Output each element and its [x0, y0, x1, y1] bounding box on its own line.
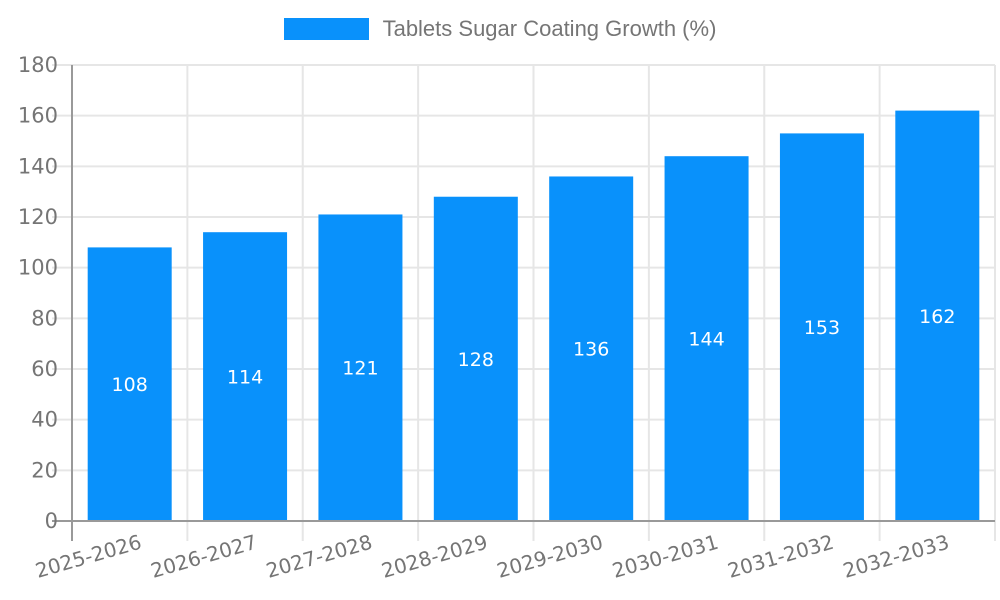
- x-tick-label: 2029-2030: [494, 530, 605, 583]
- y-tick-label: 180: [18, 53, 58, 77]
- legend-swatch: [283, 18, 369, 40]
- x-tick-label: 2032-2033: [840, 530, 951, 583]
- legend-label: Tablets Sugar Coating Growth (%): [382, 16, 717, 41]
- bar: [318, 214, 403, 521]
- bar-value-label: 153: [804, 317, 840, 339]
- bar: [203, 232, 288, 521]
- y-tick-label: 160: [18, 104, 58, 128]
- bar: [87, 247, 172, 521]
- y-tick-label: 80: [31, 306, 58, 330]
- y-tick-label: 140: [18, 154, 58, 178]
- y-tick-label: 0: [45, 509, 58, 533]
- y-tick-label: 20: [31, 458, 58, 482]
- bar: [895, 110, 980, 521]
- bar: [549, 176, 634, 521]
- y-tick-label: 120: [18, 205, 58, 229]
- bar-value-label: 144: [688, 329, 724, 351]
- x-tick-label: 2028-2029: [379, 530, 490, 583]
- x-tick-label: 2025-2026: [33, 530, 144, 583]
- x-tick-label: 2026-2027: [148, 530, 259, 583]
- x-tick-label: 2027-2028: [263, 530, 374, 583]
- bar-value-label: 162: [919, 306, 955, 328]
- bar-value-label: 121: [342, 358, 378, 380]
- legend-item[interactable]: Tablets Sugar Coating Growth (%): [0, 16, 1000, 42]
- bar: [779, 133, 864, 521]
- y-tick-label: 40: [31, 408, 58, 432]
- bar-value-label: 128: [458, 349, 494, 371]
- x-tick-label: 2031-2032: [725, 530, 836, 583]
- bar: [433, 196, 518, 521]
- x-tick-label: 2030-2031: [610, 530, 721, 583]
- bar-value-label: 114: [227, 367, 263, 389]
- bar-value-label: 108: [112, 374, 148, 396]
- y-tick-label: 100: [18, 256, 58, 280]
- y-tick-label: 60: [31, 357, 58, 381]
- bar-value-label: 136: [573, 339, 609, 361]
- bar: [664, 156, 749, 521]
